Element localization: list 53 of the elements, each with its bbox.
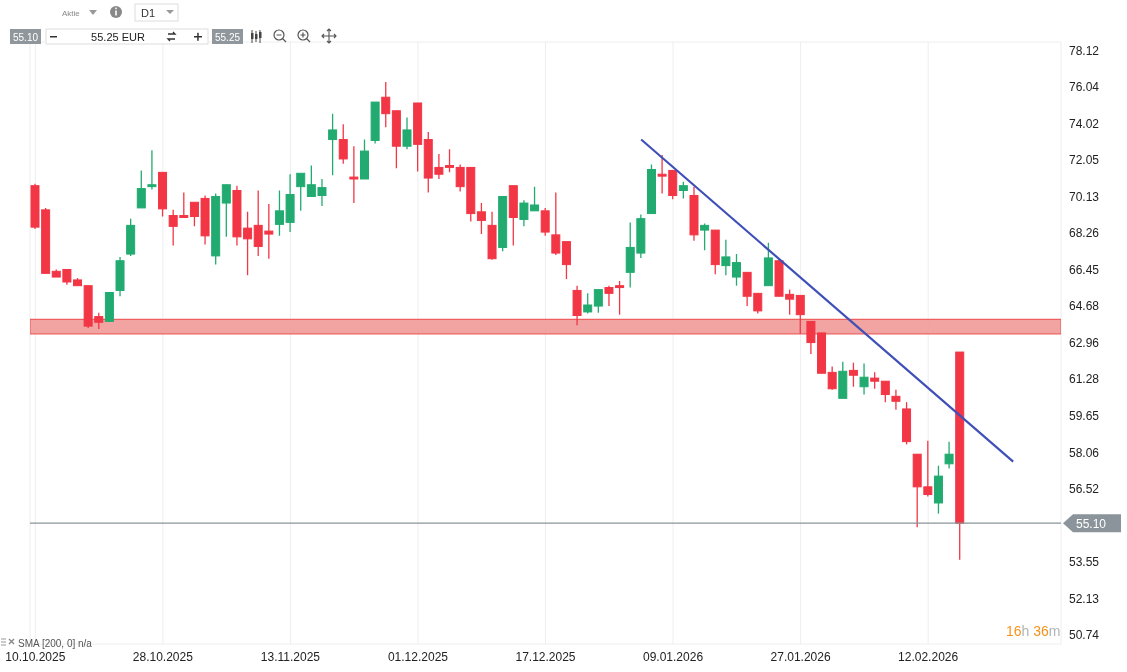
annotation: 55.25 EUR [91, 31, 145, 43]
y-tick-label: 70.13 [1069, 189, 1100, 204]
x-tick-label: 10.10.2025 [5, 649, 66, 664]
y-tick-label: 64.68 [1069, 299, 1100, 314]
text: Aktie [62, 9, 81, 18]
candlestick [944, 440, 954, 470]
candlestick [296, 172, 306, 212]
y-tick-label: 66.45 [1069, 262, 1100, 277]
candlestick [476, 202, 486, 235]
candlestick [795, 294, 805, 335]
x-tick-label: 13.11.2025 [260, 649, 321, 664]
ref-line-label: 55.10 [1076, 516, 1107, 531]
candlestick [147, 149, 157, 191]
candlestick [402, 116, 412, 150]
y-tick-label: 59.65 [1069, 408, 1100, 423]
y-tick-label: 74.02 [1069, 116, 1100, 131]
y-tick-label: 50.74 [1069, 628, 1100, 643]
y-tick-label: 53.55 [1069, 555, 1100, 570]
y-tick-label: 68.26 [1069, 226, 1100, 241]
candlestick [221, 184, 231, 238]
candlestick [561, 240, 571, 280]
y-tick-label: 61.28 [1069, 372, 1100, 387]
candlestick [540, 207, 550, 237]
candlestick [848, 362, 858, 388]
candlestick [349, 145, 359, 204]
candlestick [827, 365, 837, 391]
y-tick-label: 52.13 [1069, 591, 1100, 606]
candlestick [551, 191, 561, 256]
y-tick-label: 72.05 [1069, 153, 1100, 168]
annotation: 16h 36m [1006, 623, 1061, 639]
annotation: SMA [200, 0] n/a [18, 638, 93, 649]
x-tick-label: 12.02.2026 [898, 649, 959, 664]
candlestick [338, 123, 348, 165]
y-tick-label: 62.96 [1069, 335, 1100, 350]
candlestick [593, 288, 603, 314]
x-tick-label: 09.01.2026 [643, 649, 704, 664]
candlestick [328, 113, 338, 176]
x-tick-label: 17.12.2025 [515, 649, 576, 664]
y-tick-label: 56.52 [1069, 482, 1100, 497]
x-tick-label: 27.01.2026 [770, 649, 831, 664]
candlestick [859, 362, 869, 396]
x-tick-label: 01.12.2025 [387, 649, 449, 664]
candlestick [583, 292, 593, 315]
y-tick-label: 76.04 [1069, 80, 1100, 95]
x-tick-label: 28.10.2025 [132, 649, 194, 664]
candlestick [136, 169, 146, 209]
y-tick-label: 58.06 [1069, 445, 1100, 460]
candlestick [891, 388, 901, 411]
candlestick [700, 222, 710, 251]
y-tick-label: 78.12 [1069, 43, 1100, 58]
candlestick [381, 81, 391, 128]
candlestick [880, 380, 890, 403]
text: D1 [141, 7, 156, 19]
